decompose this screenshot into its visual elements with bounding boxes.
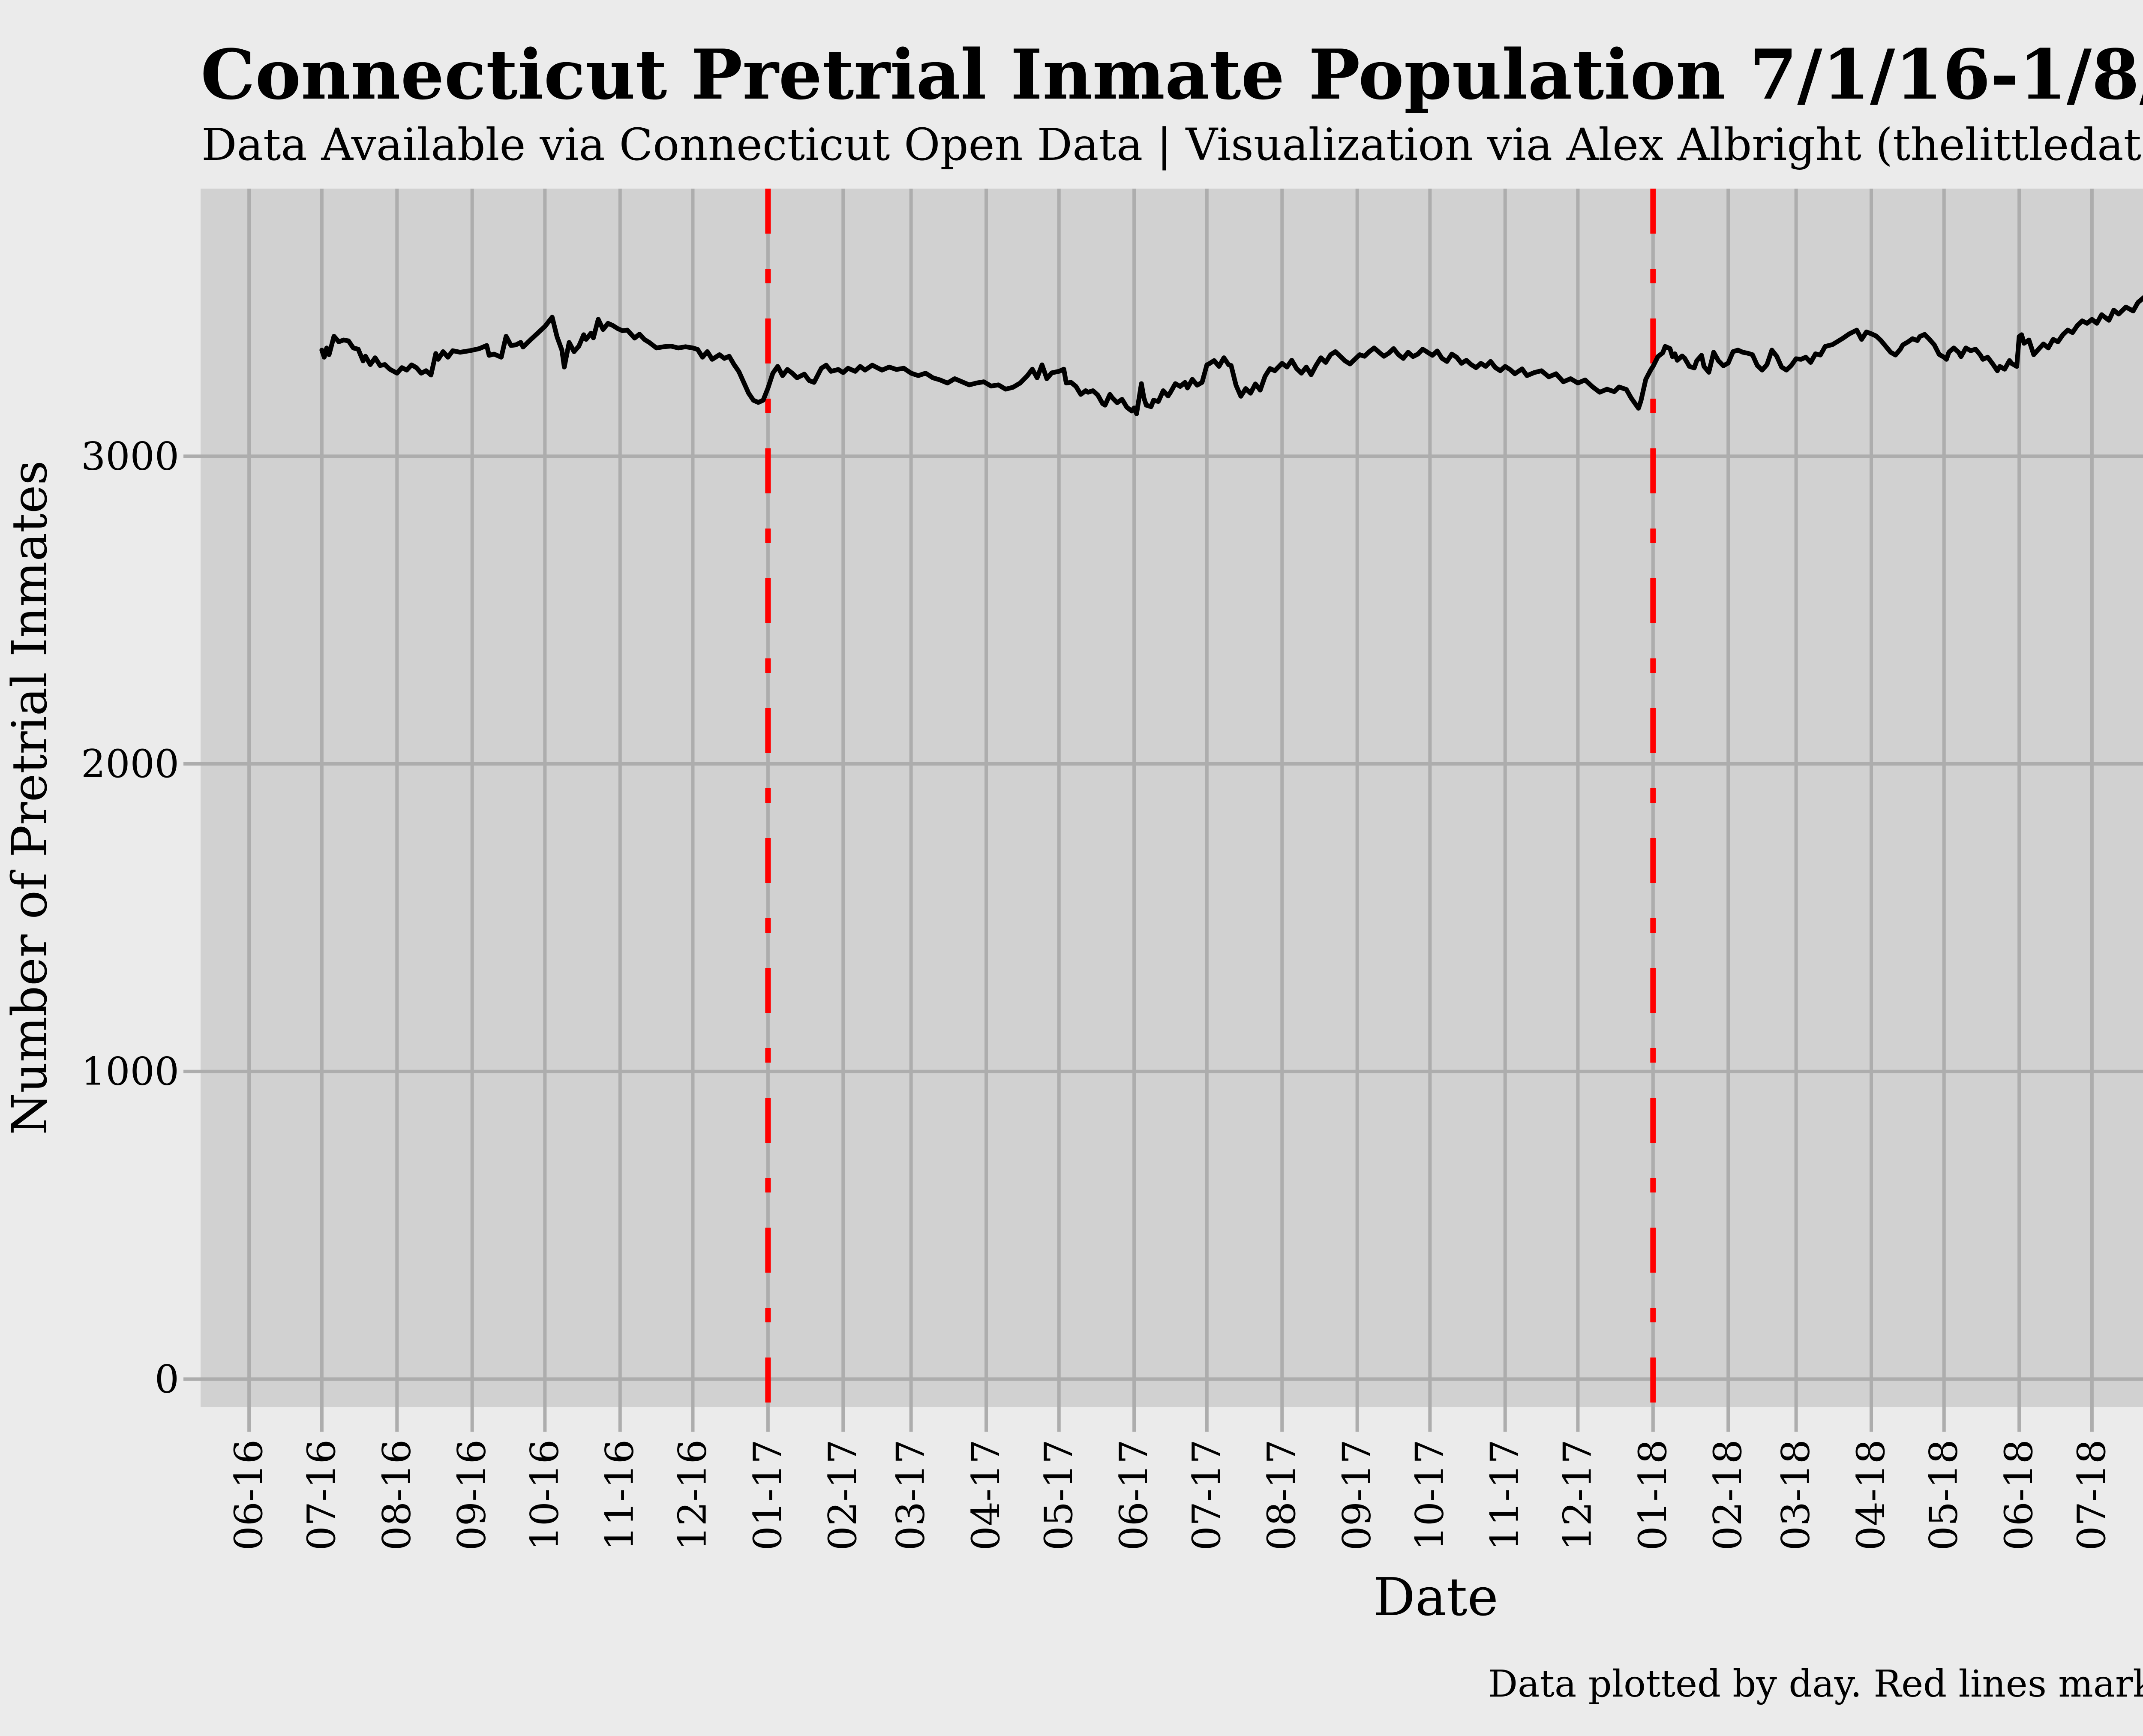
y-tick-label: 3000 xyxy=(81,434,179,479)
value-gridlines xyxy=(201,454,2143,1381)
y-tick-label: 0 xyxy=(155,1357,179,1402)
x-axis-ticks xyxy=(247,1407,2094,1432)
x-tick-label: 05-17 xyxy=(1036,1439,1081,1550)
y-tick-labels: 0 1000 2000 3000 xyxy=(81,434,179,1402)
x-tick-label: 08-16 xyxy=(374,1439,419,1550)
x-tick-label: 04-17 xyxy=(963,1439,1008,1550)
x-tick-label: 09-16 xyxy=(450,1439,495,1550)
series-line xyxy=(319,295,2143,416)
x-tick-label: 06-17 xyxy=(1111,1439,1156,1550)
x-tick-label: 09-17 xyxy=(1335,1439,1380,1550)
x-tick-label: 06-18 xyxy=(1996,1439,2041,1550)
y-tick-label: 2000 xyxy=(81,742,179,787)
x-tick-label: 11-16 xyxy=(597,1439,642,1550)
x-tick-label: 01-18 xyxy=(1630,1439,1675,1550)
x-tick-label: 11-17 xyxy=(1483,1439,1528,1550)
y-tick-label: 1000 xyxy=(81,1049,179,1094)
x-tick-label: 01-17 xyxy=(745,1439,790,1550)
chart-title: Connecticut Pretrial Inmate Population 7… xyxy=(201,34,2143,115)
x-tick-label: 08-17 xyxy=(1259,1439,1304,1550)
x-tick-label: 12-16 xyxy=(670,1439,715,1550)
chart-subtitle: Data Available via Connecticut Open Data… xyxy=(201,119,2143,171)
x-tick-label: 04-18 xyxy=(1849,1439,1894,1550)
x-tick-labels: 06-16 07-16 08-16 09-16 10-16 11-16 12-16 01-17… xyxy=(226,1439,2114,1550)
x-tick-label: 02-18 xyxy=(1705,1439,1750,1550)
x-tick-label: 07-17 xyxy=(1184,1439,1229,1550)
x-tick-label: 03-17 xyxy=(888,1439,933,1550)
x-axis-title: Date xyxy=(1373,1567,1498,1628)
x-tick-label: 10-16 xyxy=(522,1439,567,1550)
x-tick-label: 06-16 xyxy=(226,1439,271,1550)
x-tick-label: 12-17 xyxy=(1555,1439,1600,1550)
panel-background xyxy=(201,189,2143,1407)
x-tick-label: 10-17 xyxy=(1407,1439,1452,1550)
x-tick-label: 03-18 xyxy=(1774,1439,1819,1550)
month-gridlines xyxy=(247,189,2094,1407)
footer-note: Data plotted by day. Red lines mark the … xyxy=(1488,1663,2143,1706)
x-tick-label: 05-18 xyxy=(1921,1439,1966,1550)
x-tick-label: 07-18 xyxy=(2069,1439,2114,1550)
x-tick-label: 02-17 xyxy=(820,1439,865,1550)
y-axis-title: Number of Pretrial Inmates xyxy=(2,460,58,1135)
x-tick-label: 07-16 xyxy=(299,1439,344,1550)
y-axis-ticks xyxy=(183,454,201,1381)
